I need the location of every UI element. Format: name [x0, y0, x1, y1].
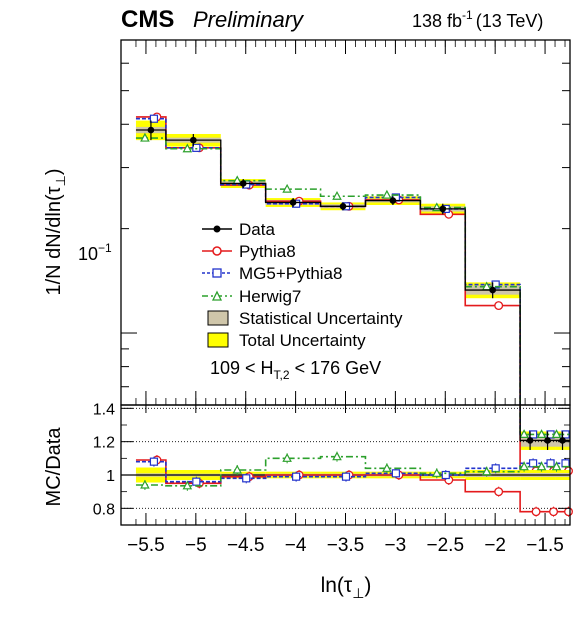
mc-point	[494, 301, 504, 311]
ratio-point	[391, 469, 400, 478]
ratio-point	[292, 472, 301, 481]
x-tick-label: −3	[385, 535, 407, 556]
ratio-y-tick-label: 1.4	[93, 401, 115, 418]
mc-point	[282, 183, 292, 193]
ratio-point	[531, 507, 541, 517]
ratio-point	[549, 507, 558, 517]
x-tick-label: −3.5	[327, 535, 365, 556]
ratio-mc-curves	[135, 451, 573, 517]
data-point	[526, 437, 534, 444]
mc-point	[382, 189, 392, 199]
ratio-point	[491, 464, 500, 473]
ratio-point	[536, 461, 547, 471]
ratio-curve-mg5pythia8	[135, 460, 570, 483]
x-tick-label: −2.5	[427, 535, 465, 556]
data-point	[239, 180, 247, 187]
ratio-panel: −5.5 −5 −4.5 −4 −3.5 −3 −2.5 −2 −1.5 0.8 1 1.2 1.4 M…	[43, 401, 573, 556]
x-tick-label: −4.5	[227, 535, 265, 556]
mc-point	[332, 190, 342, 200]
legend-entry-herwig7: Herwig7	[202, 287, 301, 306]
data-step	[135, 129, 570, 442]
legend-entry-pythia8: Pythia8	[202, 242, 296, 261]
main-y-tick-label: 10−1	[78, 241, 112, 264]
x-axis-label: ln(τ⊥)	[321, 574, 372, 601]
legend-entry-data: Data	[202, 220, 275, 239]
data-point	[439, 205, 447, 213]
mc-point	[519, 429, 529, 439]
ratio-point	[242, 474, 251, 483]
mc-curve-herwig7	[135, 137, 570, 436]
x-tick-label: −4	[285, 535, 307, 556]
mc-point	[149, 114, 159, 123]
legend: Data Pythia8 MG5+Pythia8 Herwig7 Statist…	[202, 220, 403, 350]
experiment-label: CMS	[121, 6, 174, 33]
main-panel: 1/N dN/dln(τ⊥) 10−1	[43, 39, 573, 476]
ratio-point	[564, 507, 573, 517]
ratio-point	[182, 480, 193, 490]
main-data-points	[135, 120, 570, 450]
legend-label-mg5: MG5+Pythia8	[239, 264, 342, 283]
main-y-axis-label: 1/N dN/dln(τ⊥)	[43, 168, 68, 295]
main-ticks	[121, 40, 570, 405]
ratio-point	[140, 479, 150, 489]
mc-point	[536, 429, 547, 439]
legend-entry-mg5: MG5+Pythia8	[202, 264, 342, 283]
ratio-point	[149, 457, 159, 466]
ratio-point	[431, 468, 442, 477]
ratio-point	[192, 477, 201, 486]
ratio-point	[232, 464, 243, 474]
legend-label-stat-unc: Statistical Uncertainty	[239, 309, 403, 328]
ratio-ticks: −5.5 −5 −4.5 −4 −3.5 −3 −2.5 −2 −1.5 0.8 1 1.2 1.4	[93, 401, 570, 556]
ratio-point	[561, 459, 570, 468]
ratio-point	[332, 451, 342, 461]
status-label: Preliminary	[193, 7, 305, 32]
ratio-frame	[120, 404, 571, 526]
data-point	[190, 136, 197, 144]
ratio-point	[494, 487, 504, 497]
data-point	[544, 437, 551, 444]
main-frame	[120, 39, 571, 406]
ratio-point	[282, 453, 292, 462]
legend-label-total-unc: Total Uncertainty	[239, 331, 366, 350]
data-point	[389, 197, 397, 204]
x-tick-label: −5	[185, 535, 207, 556]
ratio-y-axis-label: MC/Data	[43, 427, 65, 507]
mc-curve-mg5pythia8	[135, 117, 570, 436]
legend-label-data: Data	[239, 220, 275, 239]
mc-point	[182, 143, 193, 153]
x-tick-label: −5.5	[127, 535, 165, 556]
x-tick-label: −1.5	[526, 535, 564, 556]
data-point	[489, 286, 496, 294]
ratio-point	[341, 472, 351, 481]
ratio-point	[481, 466, 492, 476]
ratio-y-tick-label: 1.2	[93, 435, 115, 452]
legend-entry-stat-unc: Statistical Uncertainty	[207, 309, 403, 328]
legend-entry-total-unc: Total Uncertainty	[207, 331, 366, 350]
mc-point	[140, 132, 150, 142]
mc-point	[192, 143, 201, 152]
ratio-point	[519, 461, 529, 471]
mc-point	[551, 429, 562, 439]
x-tick-label: −2	[484, 535, 506, 556]
ratio-point	[382, 463, 392, 472]
data-point	[147, 126, 155, 134]
ratio-point	[528, 459, 538, 468]
data-point	[339, 202, 347, 210]
data-point	[559, 437, 566, 444]
legend-label-pythia8: Pythia8	[239, 242, 296, 261]
lumi-label: 138 fb-1 (13 TeV)	[412, 8, 543, 31]
legend-label-herwig7: Herwig7	[239, 287, 301, 306]
ratio-point	[551, 461, 562, 471]
ratio-curve-herwig7	[135, 455, 570, 487]
ratio-y-tick-label: 1	[106, 468, 115, 485]
ratio-point	[441, 470, 450, 480]
ratio-point	[546, 459, 555, 468]
data-point	[289, 199, 297, 206]
ratio-y-tick-label: 0.8	[93, 501, 115, 518]
cut-label: 109 < HT,2 < 176 GeV	[210, 358, 381, 382]
